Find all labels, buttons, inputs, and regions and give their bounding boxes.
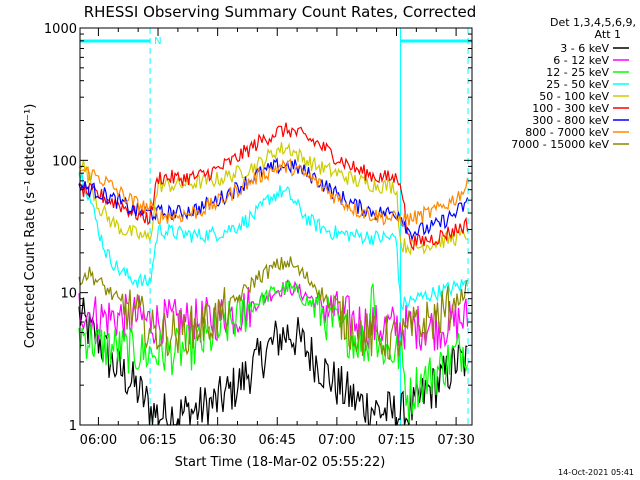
y-axis-label: Corrected Count Rate (s⁻¹ detector⁻¹) [23, 104, 38, 349]
timestamp-label: 14-Oct-2021 05:41 [558, 468, 634, 477]
legend-label: 3 - 6 keV [560, 42, 609, 55]
legend-label: 25 - 50 keV [546, 78, 609, 91]
y-tick-label: 10 [60, 287, 77, 302]
x-tick-label: 06:00 [80, 433, 117, 448]
night-marker-label: N [154, 36, 161, 47]
series-line-8 [78, 158, 469, 227]
series-line-5 [78, 142, 468, 256]
plot-frame [79, 27, 473, 426]
series-line-9 [78, 256, 468, 361]
series-line-1 [78, 297, 468, 426]
legend-label: 100 - 300 keV [532, 102, 609, 115]
x-axis-label: Start Time (18-Mar-02 05:55:22) [175, 455, 386, 470]
x-tick-label: 07:15 [378, 433, 415, 448]
series-line-3 [78, 279, 469, 423]
y-tick-label: 1 [69, 419, 77, 434]
legend-label: 7000 - 15000 keV [511, 138, 609, 151]
y-tick-label: 1000 [44, 22, 77, 37]
series-layer [78, 122, 469, 426]
axis-layer: 1 10 100 1000 06:00 06:15 06:30 06:45 07:00 07:15… [44, 22, 475, 448]
legend-label: 50 - 100 keV [539, 90, 609, 103]
legend-label: 12 - 25 keV [546, 66, 609, 79]
chart-title: RHESSI Observing Summary Count Rates, Co… [84, 3, 477, 21]
series-line-6 [78, 122, 469, 252]
x-tick-label: 07:30 [437, 433, 474, 448]
legend-label: 6 - 12 keV [553, 54, 609, 67]
legend-header-line-2: Att 1 [595, 28, 621, 41]
legend-label: 800 - 7000 keV [525, 126, 609, 139]
legend-label: 300 - 800 keV [532, 114, 609, 127]
x-tick-label: 06:45 [259, 433, 296, 448]
series-line-4 [78, 172, 469, 311]
x-tick-label: 06:15 [139, 433, 176, 448]
legend-header-line-1: Det 1,3,4,5,6,9, [550, 16, 636, 29]
x-tick-label: 07:00 [318, 433, 355, 448]
y-tick-label: 100 [52, 154, 77, 169]
x-tick-label: 06:30 [199, 433, 236, 448]
